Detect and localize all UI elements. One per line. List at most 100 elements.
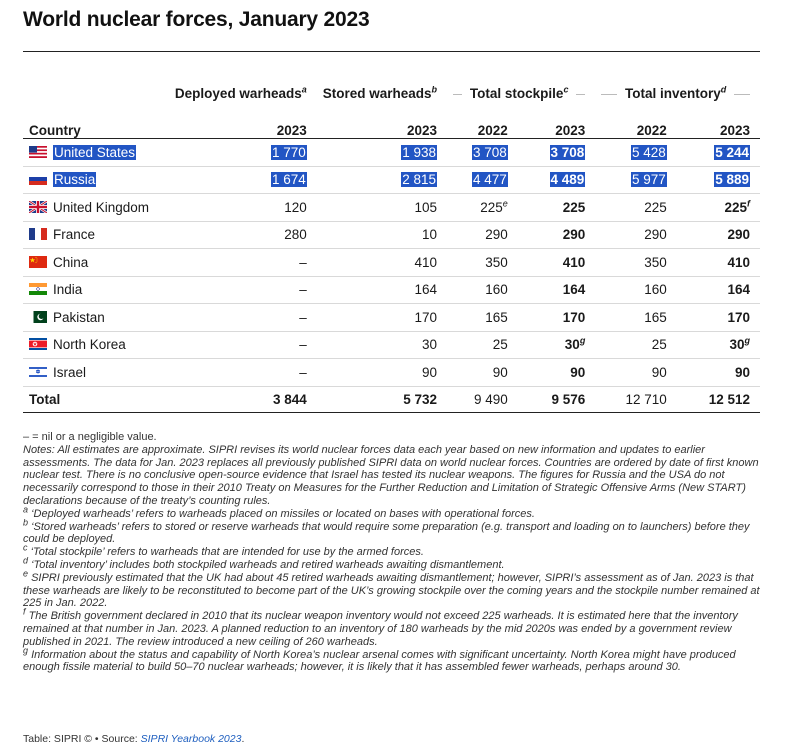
footnote-mark: a bbox=[23, 504, 29, 515]
nil-note: – = nil or a negligible value. bbox=[23, 431, 157, 443]
country-name: United Kingdom bbox=[53, 199, 150, 215]
value-cell: – bbox=[168, 303, 317, 332]
table-row: North Korea –30 25 30g 25 30g bbox=[23, 331, 760, 359]
source-line: Table: SIPRI © • Source: SIPRI Yearbook … bbox=[23, 733, 245, 745]
footnote: e SIPRI previously estimated that the UK… bbox=[23, 568, 760, 610]
uk-flag-icon bbox=[29, 200, 53, 215]
footnote-mark: g bbox=[579, 335, 586, 346]
table-row: United Kingdom 120 105 225e 225 225 225f bbox=[23, 193, 760, 222]
page-title: World nuclear forces, January 2023 bbox=[23, 8, 370, 31]
value-cell: 30g bbox=[676, 331, 760, 359]
value-cell: 160 bbox=[447, 276, 518, 304]
country-cell: France bbox=[23, 221, 169, 249]
table-row: India –164 160 164 160 164 bbox=[23, 276, 760, 304]
value-cell: 5 428 bbox=[595, 138, 677, 167]
header-country: Country bbox=[29, 123, 81, 138]
country-cell: China bbox=[23, 248, 169, 277]
header-stored: Stored warheadsb bbox=[322, 84, 438, 101]
footnote: g Information about the status and capab… bbox=[23, 644, 736, 674]
country-cell: Israel bbox=[23, 358, 169, 387]
value-cell: 90 bbox=[316, 358, 448, 387]
table-row: United States 1 770 1 938 3 708 3 708 5 428 5 … bbox=[23, 138, 760, 167]
total-label: Total bbox=[23, 385, 169, 413]
value-cell: 90 bbox=[676, 358, 760, 387]
value-cell: 410 bbox=[316, 248, 448, 277]
value-cell: 25 bbox=[447, 331, 518, 359]
value-cell: 350 bbox=[595, 248, 677, 277]
value-cell: 225f bbox=[676, 193, 760, 222]
value-cell: 225e bbox=[447, 193, 518, 222]
value-cell: 90 bbox=[595, 358, 677, 387]
header-year: 2023 bbox=[555, 123, 586, 138]
footnote-mark: e bbox=[23, 568, 29, 579]
value-cell: 410 bbox=[676, 248, 760, 277]
source-link[interactable]: SIPRI Yearbook 2023 bbox=[140, 733, 242, 745]
footnote-mark: f bbox=[23, 606, 26, 617]
value-cell: 10 bbox=[316, 221, 448, 249]
value-cell: – bbox=[168, 331, 317, 359]
total-value: 9 490 bbox=[447, 385, 518, 413]
footnote: f The British government declared in 201… bbox=[23, 606, 738, 648]
value-cell: 90 bbox=[517, 358, 596, 387]
footnote-mark: c bbox=[23, 542, 28, 553]
footnote: d ‘Total inventory’ includes both stockp… bbox=[23, 555, 505, 571]
value-cell: 105 bbox=[316, 193, 448, 222]
country-cell: United Kingdom bbox=[23, 193, 169, 222]
total-value: 12 710 bbox=[595, 385, 677, 413]
value-cell: 165 bbox=[595, 303, 677, 332]
india-flag-icon bbox=[29, 282, 53, 297]
country-name: China bbox=[53, 254, 89, 270]
table-row: France 280 10 290 290 290 290 bbox=[23, 221, 760, 249]
value-cell: 164 bbox=[676, 276, 760, 304]
table-row: Pakistan –170 165 170 165 170 bbox=[23, 303, 760, 332]
russia-flag-icon bbox=[29, 172, 53, 187]
country-name: Israel bbox=[53, 364, 87, 380]
value-cell: 290 bbox=[447, 221, 518, 249]
value-cell: 350 bbox=[447, 248, 518, 277]
value-cell: 290 bbox=[595, 221, 677, 249]
table-notes: – = nil or a negligible value. Notes: Al… bbox=[23, 431, 763, 674]
header-deployed: Deployed warheadsa bbox=[174, 84, 307, 101]
footnote: c ‘Total stockpile’ refers to warheads t… bbox=[23, 542, 424, 559]
value-cell: 5 889 bbox=[676, 166, 760, 194]
footnote-mark: g bbox=[23, 644, 29, 655]
value-cell: 5 244 bbox=[676, 138, 760, 167]
value-cell: 410 bbox=[517, 248, 596, 277]
footnote: b ‘Stored warheads’ refers to stored or … bbox=[23, 516, 750, 546]
header-total-stockpile: Total stockpilec bbox=[447, 53, 595, 102]
country-name: France bbox=[53, 227, 96, 243]
header-year: 2023 bbox=[276, 123, 307, 138]
us-flag-icon bbox=[29, 145, 53, 160]
header-year: 2022 bbox=[636, 123, 667, 138]
total-value: 5 732 bbox=[316, 385, 448, 413]
footnote-mark: b bbox=[23, 516, 29, 527]
header-year: 2023 bbox=[406, 123, 438, 138]
table-row: Russia 1 674 2 815 4 477 4 489 5 977 5 889 bbox=[23, 166, 760, 194]
value-cell: 120 bbox=[168, 193, 317, 222]
header-year: 2022 bbox=[477, 123, 508, 138]
total-value: 12 512 bbox=[676, 385, 760, 413]
value-cell: 164 bbox=[316, 276, 448, 304]
country-cell: Pakistan bbox=[23, 303, 169, 332]
footnote-mark: g bbox=[744, 335, 751, 346]
header-total-inventory: Total inventoryd bbox=[595, 53, 760, 102]
value-cell: – bbox=[168, 248, 317, 277]
country-name: Russia bbox=[53, 172, 97, 188]
country-cell: North Korea bbox=[23, 331, 169, 359]
value-cell: 30 bbox=[316, 331, 448, 359]
footnote-mark: d bbox=[23, 555, 29, 566]
china-flag-icon bbox=[29, 255, 53, 270]
value-cell: 4 477 bbox=[447, 166, 518, 194]
value-cell: 4 489 bbox=[517, 166, 596, 194]
table-row: Israel –90 90 90 90 90 bbox=[23, 358, 760, 387]
value-cell: 170 bbox=[676, 303, 760, 332]
country-cell: Russia bbox=[23, 166, 169, 194]
north-korea-flag-icon bbox=[29, 337, 53, 352]
israel-flag-icon bbox=[29, 365, 53, 380]
value-cell: – bbox=[168, 358, 317, 387]
value-cell: 225 bbox=[595, 193, 677, 222]
value-cell: 25 bbox=[595, 331, 677, 359]
value-cell: 1 674 bbox=[168, 166, 317, 194]
value-cell: 290 bbox=[676, 221, 760, 249]
country-name: United States bbox=[53, 144, 137, 160]
